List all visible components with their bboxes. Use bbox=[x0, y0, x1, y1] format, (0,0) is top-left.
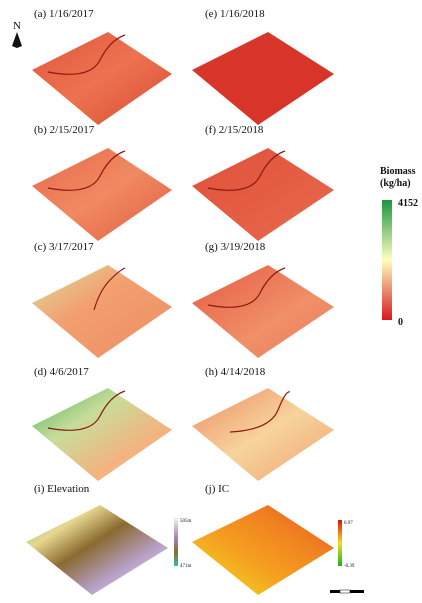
ic-legend: 0.97 -0.39 bbox=[338, 520, 355, 569]
panel-label: (e) 1/16/2018 bbox=[205, 8, 265, 20]
map bbox=[26, 505, 168, 595]
panel-label: (a) 1/16/2017 bbox=[34, 8, 94, 20]
legend-max: 505m bbox=[180, 519, 192, 524]
legend-title: Biomass bbox=[380, 166, 416, 177]
legend-min: 0 bbox=[398, 317, 403, 328]
map-panels: (a) 1/16/2017 (e) 1/16/2018 (b) 2/15/201… bbox=[26, 8, 334, 595]
map bbox=[192, 505, 334, 595]
map bbox=[192, 148, 334, 241]
map bbox=[32, 148, 172, 241]
panel-label: (d) 4/6/2017 bbox=[34, 366, 89, 378]
north-arrow: N bbox=[12, 20, 22, 48]
legend-max: 4152 bbox=[398, 198, 418, 209]
map bbox=[192, 265, 334, 358]
panel-label: (f) 2/15/2018 bbox=[205, 124, 264, 136]
scale-bar bbox=[330, 590, 364, 593]
map bbox=[192, 388, 334, 481]
legend-min: 471m bbox=[180, 564, 192, 569]
panel-label: (g) 3/19/2018 bbox=[205, 241, 266, 253]
legend-max: 0.97 bbox=[344, 521, 353, 526]
panel-label: (h) 4/14/2018 bbox=[205, 366, 266, 378]
north-label: N bbox=[13, 20, 21, 32]
map bbox=[32, 265, 172, 358]
figure: N (a) 1/16/2017 (e) 1/16/2018 (b) 2/15/2… bbox=[0, 0, 422, 603]
panel-label: (c) 3/17/2017 bbox=[34, 241, 94, 253]
map bbox=[32, 32, 172, 125]
map bbox=[192, 32, 334, 125]
legend-unit: (kg/ha) bbox=[380, 178, 411, 189]
panel-label: (j) IC bbox=[205, 483, 229, 495]
panel-label: (i) Elevation bbox=[34, 483, 90, 495]
panel-label: (b) 2/15/2017 bbox=[34, 124, 95, 136]
legend-min: -0.39 bbox=[344, 564, 355, 569]
elevation-legend: 505m 471m bbox=[174, 518, 192, 569]
biomass-legend: Biomass (kg/ha) 4152 0 bbox=[380, 166, 418, 328]
map bbox=[32, 388, 172, 481]
